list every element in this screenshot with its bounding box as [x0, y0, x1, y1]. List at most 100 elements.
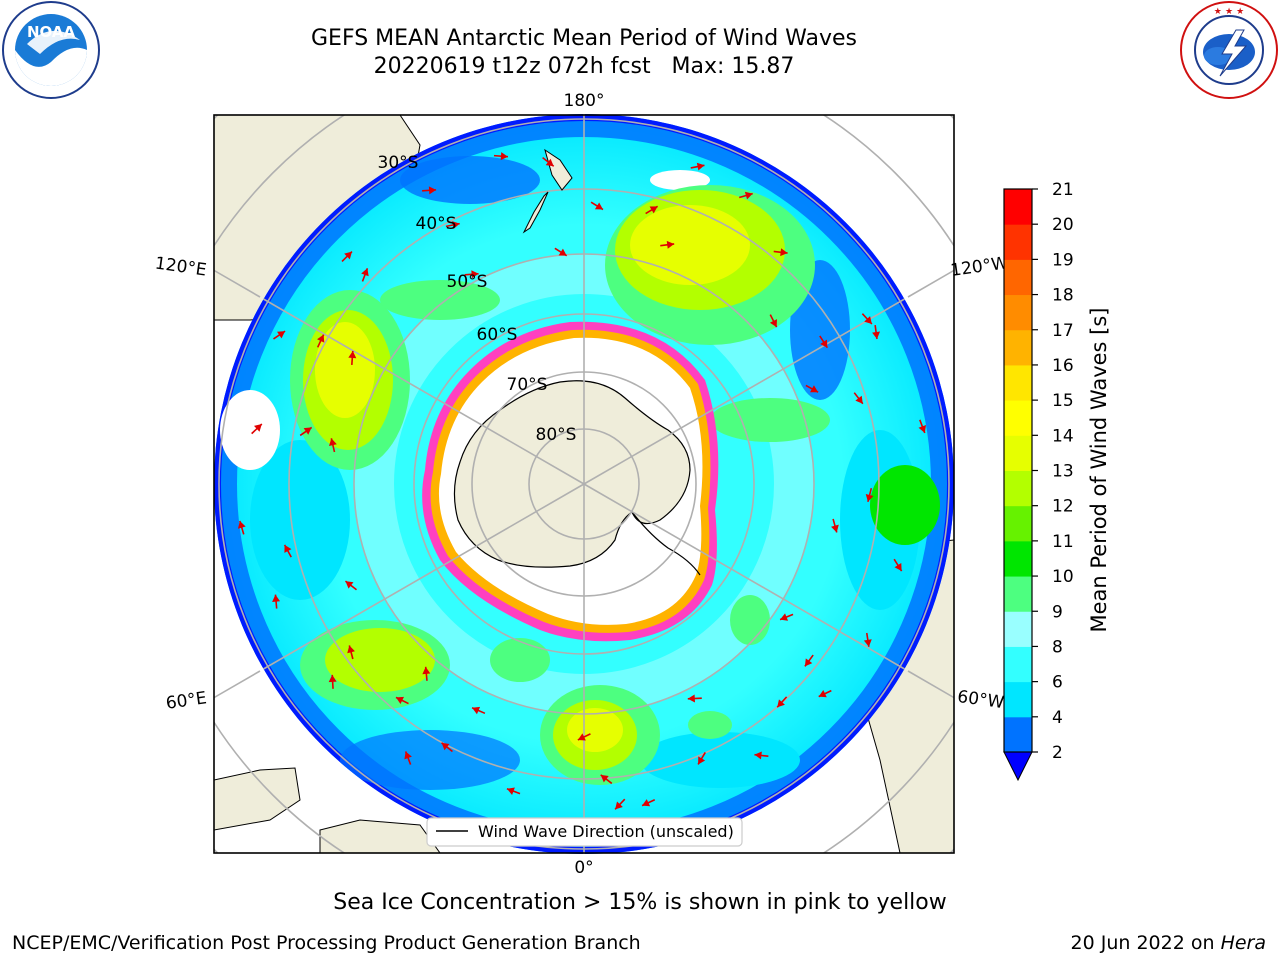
colorbar-tick-label: 20 [1052, 215, 1074, 235]
colorbar-tick-label: 4 [1052, 708, 1063, 728]
colorbar-cell [1004, 540, 1032, 577]
wave-direction-arrowhead [345, 581, 354, 589]
wave-direction-arrowhead [347, 645, 355, 654]
colorbar-cell [1004, 364, 1032, 401]
sea-ice-note: Sea Ice Concentration > 15% is shown in … [333, 890, 947, 915]
wave-direction-arrowhead [777, 699, 785, 708]
lon-label-120e: 120°E [154, 254, 208, 281]
svg-text:★ ★ ★: ★ ★ ★ [1214, 7, 1244, 17]
wave-direction-arrowhead [395, 696, 405, 705]
wave-direction-arrowhead [452, 221, 460, 229]
wave-direction-arrowhead [284, 544, 292, 553]
wave-direction-arrowhead [855, 395, 863, 404]
lat-label-40s: 40°S [416, 214, 457, 234]
date-text: 20 Jun 2022 on [1070, 932, 1221, 954]
wave-direction-arrowhead [303, 427, 312, 435]
date-stamp: 20 Jun 2022 on Hera [1071, 932, 1266, 954]
wave-direction-arrowhead [666, 240, 675, 249]
lon-label-60e: 60°E [165, 688, 208, 713]
colorbar-cell [1004, 329, 1032, 366]
lat-label-50s: 50°S [447, 272, 488, 292]
wave-direction-arrowhead [820, 339, 828, 348]
colorbar-cell [1004, 646, 1032, 683]
wave-direction-arrowhead [864, 316, 872, 325]
plot-title: GEFS MEAN Antarctic Mean Period of Wind … [311, 26, 857, 51]
map-legend: Wind Wave Direction (unscaled) [426, 817, 743, 847]
wave-direction-arrowhead [804, 658, 813, 667]
colorbar-tick-label: 14 [1052, 426, 1074, 446]
wave-direction-arrowhead [317, 334, 325, 343]
wave-direction-arrowhead [872, 331, 881, 340]
wave-direction-arrowhead [545, 158, 554, 167]
wave-direction-arrowhead [831, 524, 839, 533]
colorbar-label: Mean Period of Wind Waves [s] [1087, 308, 1111, 633]
colorbar-tick-label: 2 [1052, 743, 1063, 763]
wind-wave-arrows [237, 152, 927, 810]
colorbar-cell [1004, 470, 1032, 507]
colorbar-cell [1004, 259, 1032, 296]
colorbar-cell [1004, 576, 1032, 612]
wave-direction-arrowhead [769, 319, 778, 328]
wave-direction-arrowhead [441, 742, 450, 751]
wave-direction-arrowhead [472, 706, 481, 715]
lat-label-70s: 70°S [507, 375, 548, 395]
lon-label-0: 0° [574, 858, 593, 878]
wave-direction-arrowhead [277, 331, 286, 339]
map-frame [213, 114, 955, 854]
credit-line: NCEP/EMC/Verification Post Processing Pr… [12, 932, 641, 954]
wave-direction-arrowhead [361, 268, 369, 277]
lat-label-30s: 30°S [378, 153, 419, 173]
colorbar-tick-label: 16 [1052, 356, 1074, 376]
wave-direction-arrowhead [642, 799, 651, 807]
wave-direction-arrowhead [918, 424, 927, 433]
colorbar-tick-label: 8 [1052, 637, 1063, 657]
colorbar-tick-label: 21 [1052, 180, 1074, 200]
wave-direction-arrowhead [500, 152, 508, 161]
wave-direction-arrowhead [558, 248, 567, 256]
wave-direction-arrowhead [863, 639, 872, 647]
wave-direction-arrowhead [894, 562, 902, 572]
wave-direction-arrowhead [404, 751, 412, 760]
wave-direction-arrowhead [698, 756, 706, 765]
wave-direction-arrowhead [818, 690, 827, 698]
lat-label-60s: 60°S [477, 325, 518, 345]
colorbar-tick-label: 9 [1052, 602, 1063, 622]
noaa-logo-text: NOAA [27, 23, 76, 41]
colorbar-cell [1004, 505, 1032, 542]
colorbar-tick-label: 6 [1052, 673, 1063, 693]
lon-label-60w: 60°W [956, 687, 1005, 713]
colorbar-tick-label: 12 [1052, 497, 1074, 517]
wave-direction-arrowhead [600, 774, 609, 783]
wave-direction-arrowhead [687, 694, 695, 703]
colorbar-tick-label: 10 [1052, 567, 1074, 587]
colorbar-cell [1004, 681, 1032, 718]
wave-direction-arrowhead [810, 385, 819, 393]
plot-subtitle: 20220619 t12z 072h fcst Max: 15.87 [373, 54, 795, 79]
colorbar-cell [1004, 224, 1032, 260]
wave-direction-arrowhead [348, 350, 357, 359]
wave-direction-arrowhead [744, 191, 753, 200]
colorbar-cell [1004, 400, 1032, 436]
lon-label-180: 180° [564, 91, 605, 111]
colorbar-tick-label: 11 [1052, 532, 1074, 552]
colorbar-tick-label: 15 [1052, 391, 1074, 411]
wave-direction-arrowhead [329, 438, 337, 447]
wave-direction-arrowhead [780, 613, 789, 621]
wave-direction-arrowhead [865, 494, 874, 502]
colorbar-tick-label: 19 [1052, 250, 1074, 270]
wave-direction-arrowhead [471, 270, 479, 279]
nws-logo-icon: ★ ★ ★ [1180, 1, 1278, 99]
wave-direction-arrowhead [594, 202, 604, 210]
colorbar: 2 4 6 8 9 10 11 12 13 14 15 16 17 18 19 20 21 Mean Perio… [1003, 180, 1111, 782]
wave-direction-arrowhead [422, 666, 431, 675]
wave-direction-arrowhead [272, 594, 281, 602]
machine-name: Hera [1220, 932, 1266, 954]
wave-direction-arrowhead [253, 424, 262, 432]
wave-direction-arrowhead [615, 801, 623, 810]
colorbar-cell [1004, 435, 1032, 471]
wave-direction-arrowhead [696, 162, 705, 171]
wave-direction-arrowhead [344, 251, 352, 260]
lon-label-120w: 120°W [949, 253, 1009, 281]
colorbar-tick-label: 13 [1052, 462, 1074, 482]
